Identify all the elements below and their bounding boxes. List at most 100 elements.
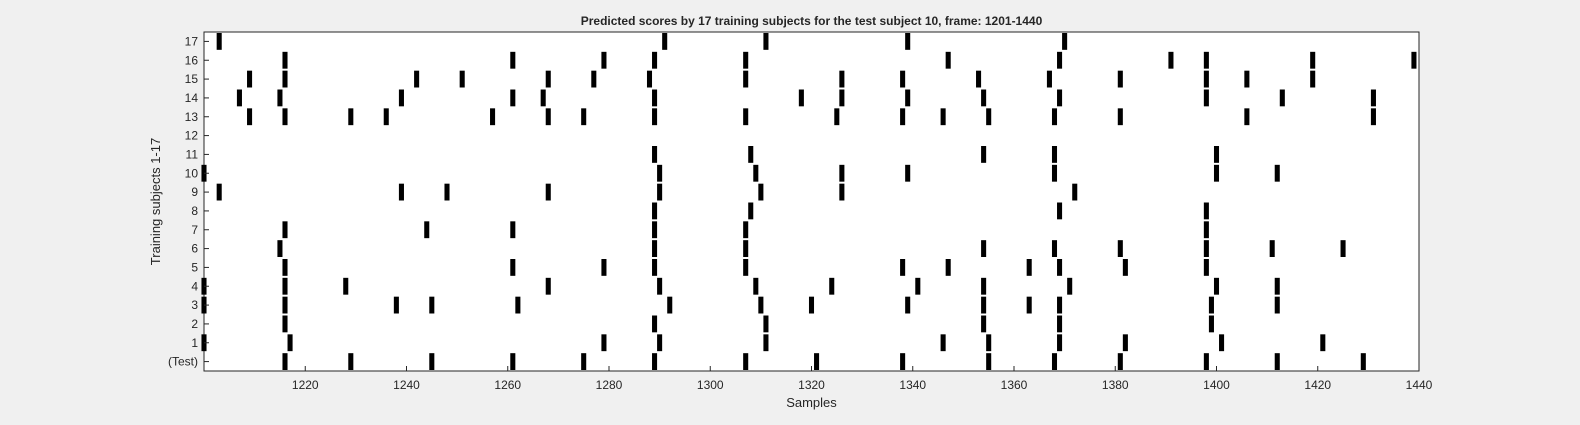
mark-row-14-x-1215 (277, 89, 283, 107)
y-tick-label-3: 3 (191, 298, 198, 312)
y-tick-label-12: 12 (185, 129, 199, 143)
mark-row-9-x-1203 (216, 183, 222, 201)
mark-row-test-x-1355 (986, 353, 992, 370)
mark-row-13-x-1368 (1051, 108, 1058, 126)
mark-row-test-x-1381 (1117, 353, 1123, 370)
mark-row-13-x-1355 (986, 108, 992, 126)
mark-row-6-x-1368 (1051, 240, 1058, 257)
mark-row-7-x-1289 (652, 221, 658, 239)
mark-row-5-x-1382 (1122, 259, 1128, 276)
mark-row-3-x-1354 (981, 296, 987, 314)
x-tick-label-1300: 1300 (697, 378, 724, 392)
y-tick-label-0: (Test) (168, 355, 198, 369)
y-tick-label-2: 2 (191, 317, 198, 331)
mark-row-6-x-1354 (981, 240, 987, 257)
y-tick-label-17: 17 (185, 34, 199, 48)
mark-row-13-x-1381 (1117, 108, 1123, 126)
mark-row-5-x-1338 (900, 259, 906, 276)
mark-row-15-x-1277 (591, 70, 597, 88)
mark-row-5-x-1279 (601, 259, 607, 276)
chart-title: Predicted scores by 17 training subjects… (581, 14, 1043, 28)
mark-row-5-x-1369 (1057, 259, 1063, 276)
mark-row-9-x-1290 (657, 183, 663, 201)
mark-row-4-x-1309 (753, 277, 759, 295)
mark-row-14-x-1267 (540, 89, 546, 107)
mark-row-16-x-1216 (282, 51, 288, 69)
mark-row-15-x-1381 (1117, 70, 1123, 88)
mark-row-17-x-1203 (216, 33, 222, 50)
mark-row-test-x-1338 (900, 353, 906, 370)
y-tick-label-11: 11 (186, 147, 199, 161)
mark-row-13-x-1307 (743, 108, 749, 126)
mark-row-4-x-1412 (1274, 277, 1280, 295)
mark-row-10-x-1400 (1213, 164, 1220, 182)
mark-row-5-x-1398 (1203, 259, 1209, 276)
mark-row-9-x-1326 (839, 183, 845, 201)
mark-row-11-x-1308 (748, 146, 754, 163)
mark-row-13-x-1275 (581, 108, 587, 126)
mark-row-15-x-1307 (743, 70, 749, 88)
mark-row-14-x-1326 (839, 89, 845, 107)
mark-row-15-x-1326 (839, 70, 845, 88)
mark-row-4-x-1290 (657, 277, 663, 295)
mark-row-1-x-1290 (657, 334, 663, 352)
x-tick-label-1340: 1340 (899, 378, 926, 392)
x-tick-label-1360: 1360 (1001, 378, 1028, 392)
mark-row-13-x-1338 (900, 108, 906, 126)
mark-row-1-x-1311 (763, 334, 769, 352)
x-tick-label-1380: 1380 (1102, 378, 1129, 392)
y-tick-label-10: 10 (185, 166, 199, 180)
mark-row-4-x-1400 (1213, 277, 1220, 295)
mark-row-test-x-1412 (1274, 353, 1280, 370)
mark-row-2-x-1354 (981, 315, 987, 333)
mark-row-10-x-1412 (1274, 164, 1280, 182)
mark-row-1-x-1421 (1320, 334, 1326, 352)
mark-row-13-x-1289 (652, 108, 658, 126)
x-tick-label-1400: 1400 (1203, 378, 1230, 392)
mark-row-7-x-1261 (510, 221, 516, 239)
mark-row-15-x-1216 (282, 70, 288, 88)
mark-row-14-x-1261 (510, 89, 516, 107)
mark-row-1-x-1279 (601, 334, 607, 352)
mark-row-11-x-1289 (652, 146, 658, 163)
mark-row-6-x-1215 (277, 240, 283, 257)
mark-row-16-x-1391 (1168, 51, 1174, 69)
mark-row-test-x-1307 (743, 353, 749, 370)
mark-row-9-x-1372 (1072, 183, 1078, 201)
mark-row-15-x-1242 (414, 70, 420, 88)
mark-row-8-x-1289 (652, 202, 658, 220)
mark-row-3-x-1339 (905, 296, 911, 314)
y-tick-label-13: 13 (185, 110, 199, 124)
y-tick-label-16: 16 (185, 53, 199, 67)
mark-row-3-x-1238 (393, 296, 399, 314)
mark-row-test-x-1261 (510, 353, 516, 370)
mark-row-5-x-1289 (652, 259, 658, 276)
mark-row-5-x-1307 (743, 259, 749, 276)
mark-row-5-x-1261 (510, 259, 516, 276)
mark-row-1-x-1346 (940, 334, 946, 352)
mark-row-9-x-1268 (545, 183, 551, 201)
mark-row-3-x-1262 (515, 296, 521, 314)
mark-row-3-x-1216 (282, 296, 288, 314)
mark-row-7-x-1398 (1203, 221, 1209, 239)
mark-row-8-x-1398 (1203, 202, 1209, 220)
mark-row-16-x-1398 (1203, 51, 1209, 69)
y-tick-label-4: 4 (191, 279, 198, 293)
mark-row-14-x-1318 (798, 89, 804, 107)
mark-row-13-x-1325 (834, 108, 840, 126)
mark-row-10-x-1290 (657, 164, 663, 182)
mark-row-1-x-1369 (1057, 334, 1063, 352)
mark-row-15-x-1367 (1046, 70, 1052, 88)
mark-row-9-x-1310 (758, 183, 764, 201)
mark-row-10-x-1339 (905, 164, 911, 182)
mark-row-8-x-1369 (1057, 202, 1063, 220)
mark-row-17-x-1370 (1062, 33, 1068, 50)
mark-row-9-x-1239 (398, 183, 404, 201)
mark-row-3-x-1399 (1208, 296, 1214, 314)
mark-row-11-x-1354 (981, 146, 987, 163)
mark-row-16-x-1419 (1310, 51, 1316, 69)
mark-row-test-x-1229 (348, 353, 354, 370)
mark-row-2-x-1216 (282, 315, 288, 333)
mark-row-7-x-1216 (282, 221, 288, 239)
